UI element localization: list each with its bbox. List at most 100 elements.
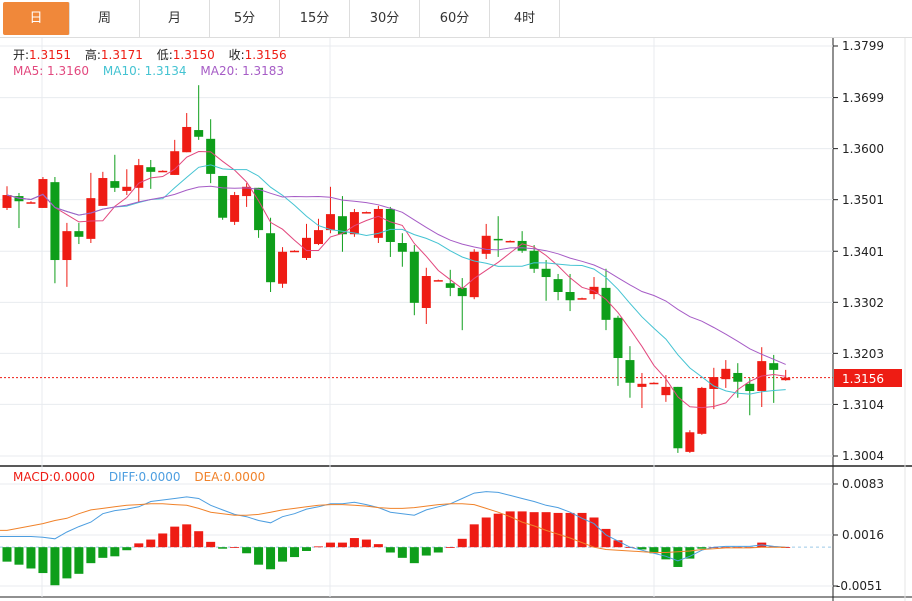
diff-line: [0, 491, 786, 562]
macd-bar: [697, 547, 707, 549]
macd-bar: [445, 547, 455, 548]
macd-bar: [553, 512, 563, 548]
tab-5min[interactable]: 5分: [210, 0, 280, 37]
candle-body: [421, 276, 431, 308]
macd-bar: [313, 546, 323, 548]
candle-body: [242, 186, 252, 197]
candle-body: [781, 377, 791, 381]
macd-bar: [517, 511, 527, 548]
macd-bar: [409, 547, 419, 564]
macd-legend: MACD:0.0000 DIFF:0.0000 DEA:0.0000: [13, 470, 275, 484]
tab-month[interactable]: 月: [140, 0, 210, 37]
candle-body: [218, 175, 228, 218]
macd-bar: [74, 547, 84, 574]
macd-tick: 0.0083: [842, 477, 884, 491]
macd-bar: [349, 538, 359, 548]
candle-body: [2, 195, 12, 208]
price-tick: 1.3600: [842, 142, 884, 156]
candle-body: [86, 198, 96, 239]
candle-body: [278, 251, 288, 284]
candle-body: [637, 383, 647, 387]
candle-body: [397, 243, 407, 252]
macd-bar: [230, 547, 240, 548]
price-axis: 1.3799 1.3699 1.3600 1.3501 1.3401 1.330…: [834, 39, 902, 593]
candle-body: [325, 214, 335, 231]
candle-body: [146, 167, 156, 172]
macd-bar: [589, 517, 599, 548]
macd-bar: [86, 547, 96, 564]
macd-bar: [637, 547, 647, 550]
macd-bar: [565, 512, 575, 548]
candle-body: [445, 283, 455, 288]
candle-body: [493, 238, 503, 241]
macd-bar: [38, 547, 48, 574]
macd-bar: [541, 512, 551, 548]
macd-bar: [481, 517, 491, 548]
macd-bar: [421, 547, 431, 556]
ma5-value: MA5: 1.3160: [13, 64, 90, 78]
macd-bar: [505, 511, 515, 548]
tab-30min[interactable]: 30分: [350, 0, 420, 37]
candle-body: [697, 387, 707, 434]
ma20-line: [6, 185, 786, 365]
candle-body: [14, 196, 24, 202]
tab-15min[interactable]: 15分: [280, 0, 350, 37]
current-price-label: 1.3156: [842, 372, 884, 386]
candle-body: [194, 130, 204, 137]
macd-panel: [0, 491, 791, 586]
candle-body: [721, 368, 731, 380]
tab-day[interactable]: 日: [3, 2, 70, 35]
tab-60min[interactable]: 60分: [420, 0, 490, 37]
ma5-line: [6, 150, 786, 409]
candle-body: [481, 235, 491, 254]
candle-body: [313, 230, 323, 245]
candle-body: [74, 231, 84, 237]
macd-bar: [110, 547, 120, 557]
candle-body: [170, 151, 180, 175]
candle-body: [517, 240, 527, 251]
macd-bar: [98, 547, 108, 558]
open-value: 1.3151: [29, 48, 72, 62]
macd-bar: [122, 547, 132, 551]
candle-body: [409, 251, 419, 303]
macd-bar: [170, 526, 180, 548]
moving-average-lines: [6, 150, 786, 409]
diff-value: DIFF:0.0000: [108, 470, 181, 484]
candles: [0, 85, 833, 453]
macd-bar: [385, 547, 395, 553]
candle-body: [553, 279, 563, 292]
macd-bar: [2, 547, 12, 562]
macd-bar: [254, 547, 264, 565]
candle-body: [601, 287, 611, 320]
candle-body: [349, 212, 359, 235]
macd-bar: [302, 547, 311, 551]
macd-bar: [62, 547, 72, 579]
macd-bar: [182, 524, 192, 548]
candle-body: [385, 208, 395, 242]
period-tabs: 日 周 月 5分 15分 30分 60分 4时: [0, 0, 912, 38]
price-tick: 1.3401: [842, 245, 884, 259]
macd-bar: [266, 547, 276, 570]
candle-body: [290, 250, 300, 253]
candle-body: [134, 165, 144, 188]
candle-body: [182, 126, 192, 153]
price-tick: 1.3203: [842, 347, 884, 361]
candle-body: [254, 187, 264, 231]
candle-body: [122, 186, 132, 191]
tab-week[interactable]: 周: [70, 0, 140, 37]
macd-bar: [361, 539, 371, 548]
macd-bar: [373, 544, 383, 548]
macd-bar: [457, 538, 467, 548]
candle-body: [26, 202, 36, 204]
macd-bar: [158, 533, 168, 548]
tab-4hour[interactable]: 4时: [490, 0, 560, 37]
macd-bar: [194, 531, 204, 548]
candle-body: [733, 372, 743, 382]
macd-bar: [613, 540, 623, 548]
candle-body: [302, 237, 311, 258]
macd-bar: [601, 528, 611, 548]
macd-value: MACD:0.0000: [13, 470, 96, 484]
high-value: 1.3171: [100, 48, 143, 62]
macd-bar: [242, 547, 252, 554]
